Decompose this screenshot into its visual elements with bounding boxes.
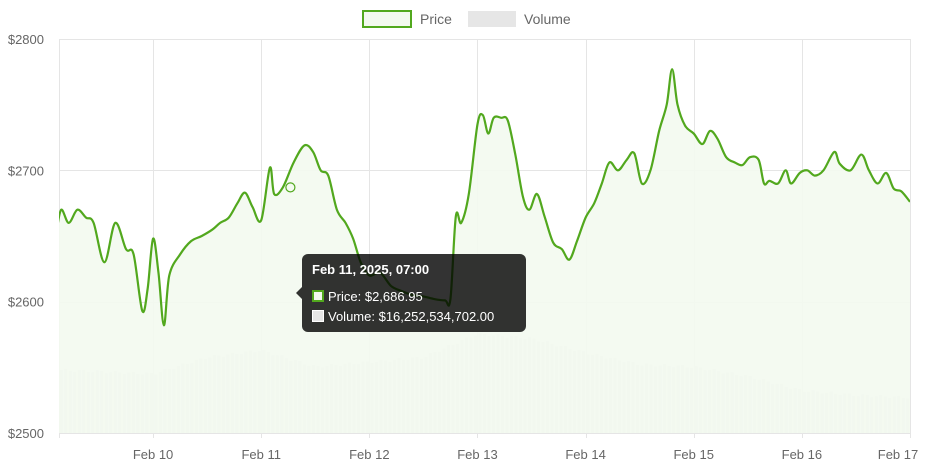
- tooltip-price-swatch: [312, 290, 324, 302]
- x-tick-label: Feb 10: [133, 447, 173, 462]
- tooltip-volume-label: Volume: $16,252,534,702.00: [328, 308, 495, 324]
- hover-point[interactable]: [285, 182, 296, 193]
- x-tick-label: Feb 17: [878, 447, 918, 462]
- x-tick-label: Feb 14: [565, 447, 605, 462]
- tooltip-price-label: Price: $2,686.95: [328, 288, 423, 304]
- x-tick-label: Feb 16: [782, 447, 822, 462]
- legend-price-label[interactable]: Price: [420, 11, 452, 27]
- price-area-fill: [59, 69, 910, 433]
- legend-volume-swatch[interactable]: [468, 11, 516, 27]
- x-tick-label: Feb 12: [349, 447, 389, 462]
- y-tick-label: $2600: [8, 295, 44, 310]
- chart-tooltip: Feb 11, 2025, 07:00 Price: $2,686.95 Vol…: [296, 254, 526, 332]
- x-tick-label: Feb 13: [457, 447, 497, 462]
- axis-ticks: $2800 $2700 $2600 $2500 Feb 10 Feb 11 Feb 12 Fe…: [8, 32, 918, 462]
- y-tick-label: $2700: [8, 163, 44, 178]
- legend-volume-label[interactable]: Volume: [524, 11, 571, 27]
- y-tick-label: $2800: [8, 32, 44, 47]
- tooltip-caret: [296, 287, 302, 299]
- legend[interactable]: Price Volume: [362, 10, 571, 28]
- price-series: [59, 68, 910, 433]
- x-tick-label: Feb 15: [673, 447, 713, 462]
- price-line: [59, 68, 910, 327]
- x-tick-label: Feb 11: [241, 447, 281, 462]
- tooltip-title: Feb 11, 2025, 07:00: [312, 262, 430, 277]
- tooltip-volume-swatch: [312, 310, 324, 322]
- legend-price-swatch[interactable]: [362, 10, 412, 28]
- tooltip-price-row: Price: $2,686.95: [312, 287, 516, 305]
- tooltip-volume-row: Volume: $16,252,534,702.00: [312, 307, 516, 325]
- y-tick-label: $2500: [8, 426, 44, 441]
